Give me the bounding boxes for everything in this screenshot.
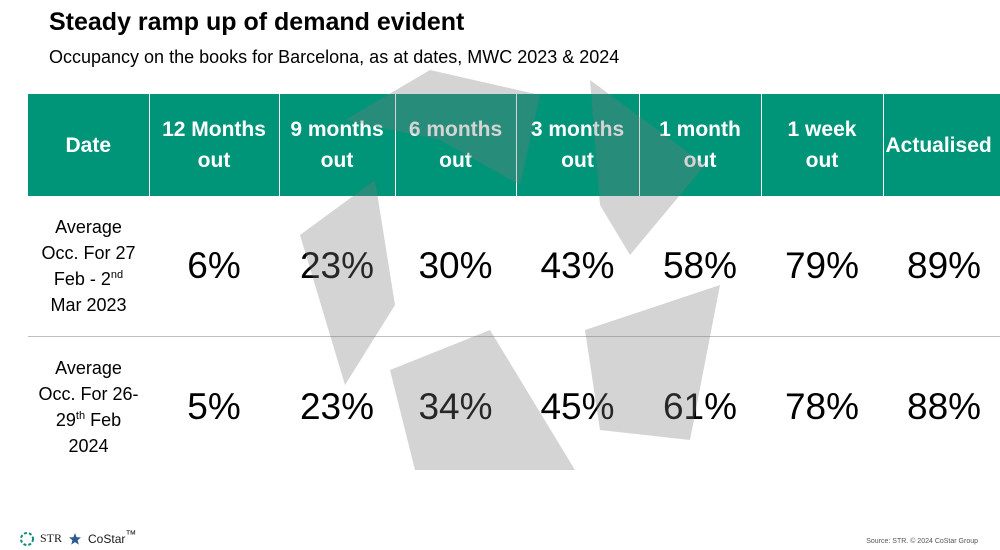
- header-12-months: 12 Months out: [149, 94, 280, 196]
- table-row: Average Occ. For 27 Feb - 2nd Mar 2023 6…: [28, 196, 1000, 337]
- table-header-row: Date 12 Months out 9 months out 6 months…: [28, 94, 1000, 196]
- str-logo-icon: [20, 531, 34, 546]
- header-3-months: 3 months out: [516, 94, 640, 196]
- cell-value: 23%: [279, 336, 395, 477]
- cell-value: 58%: [662, 245, 738, 286]
- costar-logo-text: CoStar™: [88, 528, 137, 546]
- header-actualised: Actualised: [883, 94, 1000, 196]
- cell-value: 78%: [761, 336, 883, 477]
- header-1-week: 1 week out: [761, 94, 884, 196]
- header-6-months: 6 months out: [395, 94, 517, 196]
- cell-value: 43%: [540, 245, 615, 286]
- cell-value: 5%: [149, 336, 279, 477]
- cell-value: 23%: [299, 245, 375, 286]
- cell-value: 6%: [187, 245, 241, 286]
- header-1-month: 1 month out: [639, 94, 762, 196]
- cell-value: 89%: [907, 245, 982, 286]
- row-label-2024: Average Occ. For 26- 29th Feb 2024: [28, 336, 149, 477]
- header-9-months: 9 months out: [279, 94, 396, 196]
- cell-value: 61%: [639, 336, 761, 477]
- cell-value: 88%: [883, 336, 1000, 477]
- cell-value: 30%: [418, 245, 493, 286]
- header-date: Date: [28, 94, 150, 196]
- costar-logo-icon: [69, 532, 82, 545]
- occupancy-table: Date 12 Months out 9 months out 6 months…: [28, 94, 1000, 477]
- slide-subtitle: Occupancy on the books for Barcelona, as…: [49, 47, 620, 67]
- source-note: Source: STR. © 2024 CoStar Group: [866, 538, 978, 545]
- footer-logos: STR CoStar™: [20, 528, 137, 546]
- cell-value: 79%: [784, 245, 860, 286]
- row-label-2023: Average Occ. For 27 Feb - 2nd Mar 2023: [41, 217, 136, 315]
- slide-title: Steady ramp up of demand evident: [49, 8, 465, 36]
- str-logo-text: STR: [40, 531, 63, 545]
- cell-value: 45%: [516, 336, 639, 477]
- cell-value: 34%: [395, 336, 516, 477]
- table-row: Average Occ. For 26- 29th Feb 2024 5% 23…: [28, 336, 1000, 477]
